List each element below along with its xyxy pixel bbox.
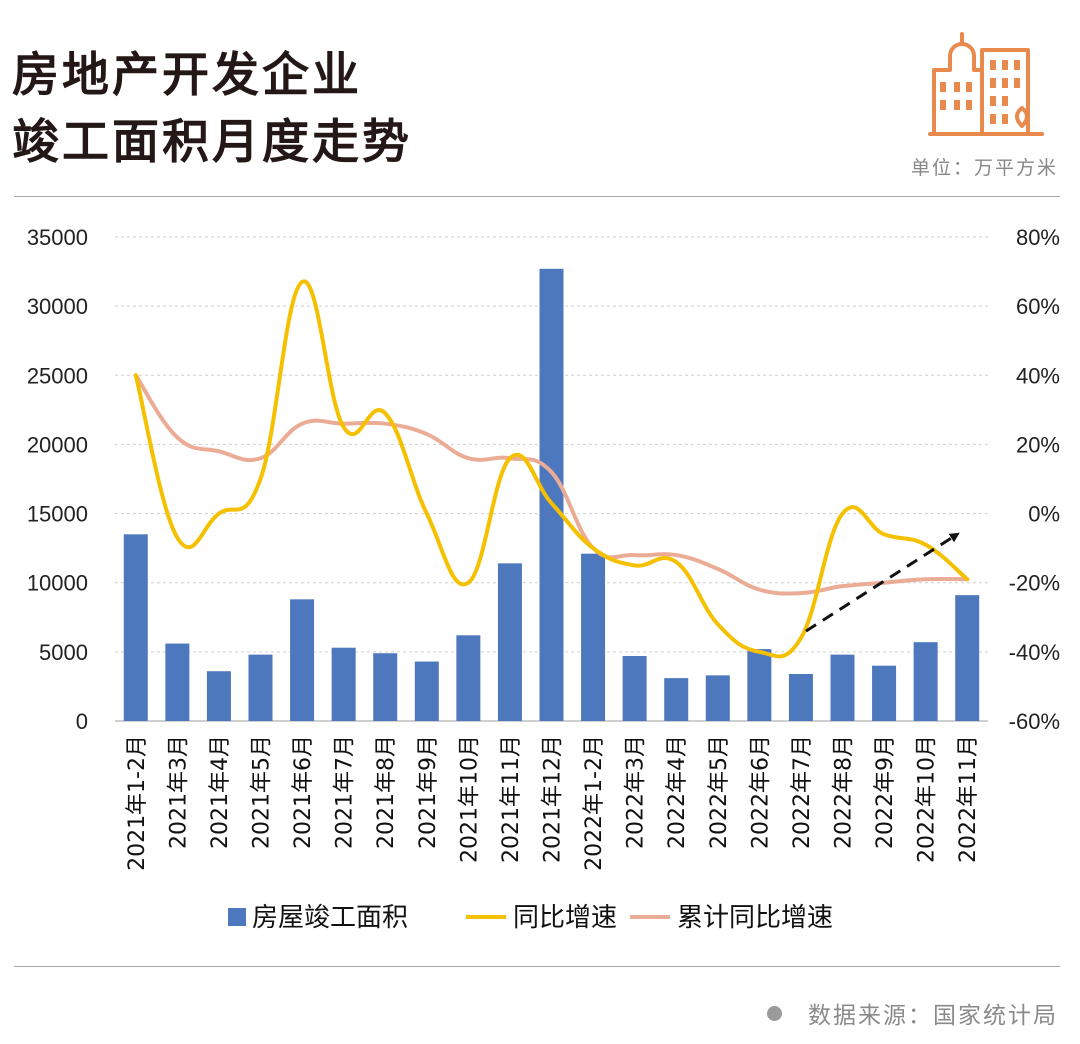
bar (913, 642, 938, 721)
bottom-divider (14, 966, 1060, 967)
chart: 0 5000 10000 15000 20000 25000 30000 35000 -60%… (27, 225, 1060, 933)
right-axis-tick-label: 80% (1016, 225, 1060, 250)
bar (747, 649, 772, 721)
yoy-growth-line (133, 279, 970, 659)
x-axis-tick-label: 2021年10月 (457, 735, 482, 863)
bar (788, 673, 813, 721)
x-axis-tick-label: 2022年6月 (748, 735, 773, 849)
bar (456, 635, 481, 721)
left-axis-tick-label: 0 (76, 709, 88, 734)
right-axis-tick-label: -20% (1009, 571, 1060, 596)
left-axis-tick-label: 5000 (39, 640, 88, 665)
legend-bar-swatch (228, 908, 246, 926)
x-axis-tick-label: 2021年1-2月 (125, 735, 150, 871)
bar (830, 654, 855, 721)
chart-title-line-1: 房地产开发企业 (12, 48, 362, 103)
x-axis-tick-label: 2021年7月 (333, 735, 358, 849)
x-axis-tick-label: 2021年4月 (208, 735, 233, 849)
x-axis-tick-label: 2021年5月 (250, 735, 275, 849)
x-axis-tick-label: 2022年9月 (873, 735, 898, 849)
bar (414, 661, 439, 721)
bar (497, 563, 522, 721)
bar (123, 534, 148, 721)
x-axis-tick-label: 2022年7月 (790, 735, 815, 849)
bar (664, 678, 689, 721)
legend-label-yoy: 同比增速 (513, 903, 617, 933)
left-axis-tick-label: 30000 (27, 294, 88, 319)
x-axis-tick-label: 2022年8月 (832, 735, 857, 849)
x-axis-tick-label: 2021年3月 (166, 735, 191, 849)
source-note: 数据来源：国家统计局 (767, 996, 1058, 1030)
x-axis-tick-label: 2021年8月 (374, 735, 399, 849)
city-buildings-icon (928, 32, 1044, 136)
bar (955, 595, 980, 721)
right-axis-tick-label: 60% (1016, 294, 1060, 319)
bar (872, 665, 897, 721)
x-axis-tick-label: 2022年3月 (624, 735, 649, 849)
right-axis-tick-label: 20% (1016, 432, 1060, 457)
x-axis-tick-label: 2021年9月 (416, 735, 441, 849)
x-axis-tick-label: 2021年6月 (291, 735, 316, 849)
right-axis-tick-label: 0% (1028, 502, 1060, 527)
bar (705, 675, 730, 721)
x-axis-tick-label: 2022年4月 (665, 735, 690, 849)
left-axis-tick-label: 25000 (27, 363, 88, 388)
x-axis-tick-label: 2022年11月 (956, 735, 981, 863)
bar (373, 653, 398, 721)
bar (165, 643, 190, 721)
source-text: 数据来源：国家统计局 (808, 1003, 1058, 1029)
bar (622, 656, 647, 721)
left-axis-tick-label: 15000 (27, 502, 88, 527)
bar (206, 671, 231, 721)
right-axis-tick-label: -40% (1009, 640, 1060, 665)
right-axis-tick-label: -60% (1009, 709, 1060, 734)
bar (331, 647, 356, 721)
legend-label-completed-area: 房屋竣工面积 (252, 903, 408, 933)
bar (290, 599, 315, 721)
bullet-dot-icon (767, 1006, 782, 1021)
chart-title-line-2: 竣工面积月度走势 (12, 115, 412, 170)
right-axis-tick-label: 40% (1016, 363, 1060, 388)
x-axis-tick-label: 2021年12月 (541, 735, 566, 863)
x-axis-tick-label: 2022年10月 (915, 735, 940, 863)
left-axis-tick-label: 35000 (27, 225, 88, 250)
legend-label-cumulative: 累计同比增速 (677, 903, 833, 933)
x-axis-tick-label: 2021年11月 (499, 735, 524, 863)
top-divider (14, 196, 1060, 197)
x-axis-tick-label: 2022年1-2月 (582, 735, 607, 871)
bar (248, 654, 273, 721)
bar (581, 553, 606, 721)
x-axis-tick-label: 2022年5月 (707, 735, 732, 849)
trend-arrow (805, 532, 960, 633)
cumulative-growth-line (133, 373, 970, 596)
left-axis-tick-label: 10000 (27, 571, 88, 596)
unit-note: 单位：万平方米 (910, 157, 1058, 179)
left-axis-tick-label: 20000 (27, 432, 88, 457)
